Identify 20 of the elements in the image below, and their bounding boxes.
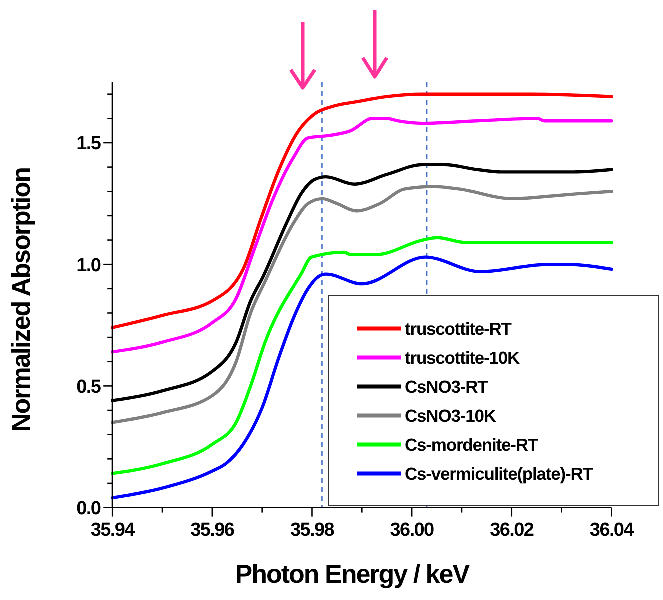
x-tick-label: 35.94 xyxy=(90,520,136,541)
y-tick-label: 0.5 xyxy=(76,376,102,398)
legend-label: Cs-mordenite-RT xyxy=(405,434,539,455)
x-tick-label: 35.96 xyxy=(190,520,234,541)
legend-label: truscottite-RT xyxy=(405,318,512,339)
y-tick-label: 1.5 xyxy=(76,134,102,155)
text: 36.00 xyxy=(390,520,434,541)
legend-label: truscottite-10K xyxy=(405,348,520,368)
legend-label: CsNO3-10K xyxy=(405,406,497,426)
legend-label: CsNO3-RT xyxy=(405,376,489,397)
x-axis-title: Photon Energy / keV xyxy=(235,559,471,589)
y-tick-label: 1.0 xyxy=(76,255,101,276)
y-axis-title: Normalized Absorption xyxy=(6,168,36,432)
x-tick-label: 36.02 xyxy=(490,520,534,541)
line-series xyxy=(111,185,614,424)
y-tick-label: 0.0 xyxy=(76,498,101,520)
legend-label: Cs-vermiculite(plate)-RT xyxy=(405,464,594,484)
x-tick-label: 35.98 xyxy=(290,520,334,541)
line-series xyxy=(111,256,614,500)
x-tick-label: 36.04 xyxy=(590,520,635,541)
